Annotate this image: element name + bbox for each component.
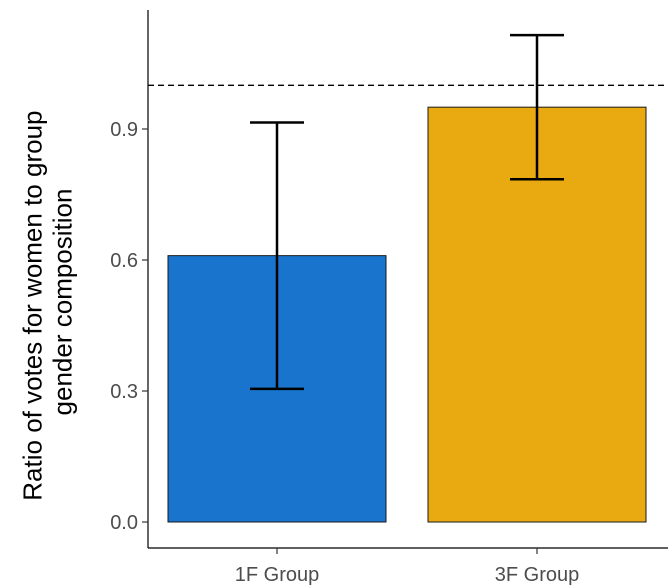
x-tick-label-0: 1F Group: [235, 564, 319, 586]
y-axis-title: Ratio of votes for women to group gender…: [17, 103, 77, 500]
y-tick-label-2: 0.6: [110, 250, 138, 272]
y-axis-title-line-1: Ratio of votes for women to group: [17, 111, 47, 501]
y-tick-label-3: 0.9: [110, 119, 138, 141]
plot-area: 0.0 0.3 0.6 0.9 1F Group 3F Group: [110, 10, 668, 586]
y-tick-label-0: 0.0: [110, 512, 138, 534]
y-axis-title-line-2: gender composition: [47, 189, 77, 416]
y-tick-label-1: 0.3: [110, 381, 138, 403]
x-tick-label-1: 3F Group: [495, 564, 579, 586]
